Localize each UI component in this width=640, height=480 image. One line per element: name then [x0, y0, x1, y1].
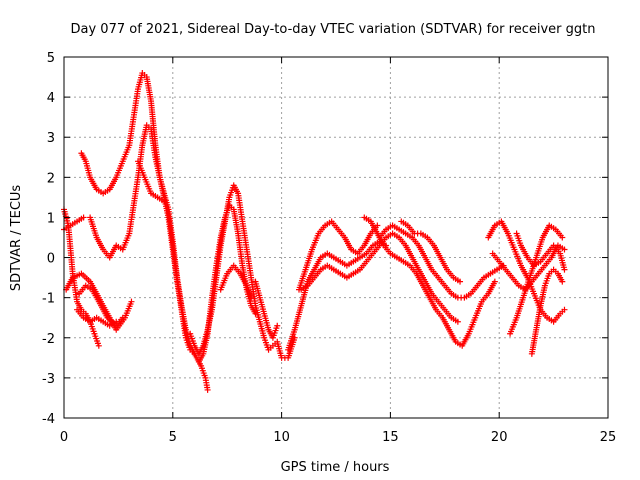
x-tick-label: 20	[491, 430, 508, 445]
data-point	[559, 278, 566, 285]
x-tick-label: 15	[382, 430, 399, 445]
plot-frame	[63, 56, 609, 419]
y-tick-label: 1	[47, 211, 55, 226]
data-point	[491, 278, 498, 285]
data-point	[80, 214, 87, 221]
y-tick-label: -2	[42, 332, 55, 347]
data-point	[559, 234, 566, 241]
data-point	[252, 310, 259, 317]
data-point	[128, 298, 135, 305]
x-tick-label: 25	[600, 430, 617, 445]
data-point	[457, 278, 464, 285]
data-point	[113, 318, 120, 325]
data-point	[248, 294, 255, 301]
data-point	[561, 266, 568, 273]
data-point	[561, 246, 568, 253]
data-point	[561, 306, 568, 313]
data-point	[95, 342, 102, 349]
data-point	[119, 314, 126, 321]
y-tick-label: 5	[47, 51, 55, 66]
data-point	[161, 198, 168, 205]
x-axis-label: GPS time / hours	[281, 460, 390, 475]
data-point	[274, 322, 281, 329]
data-marks	[61, 70, 568, 393]
data-point	[204, 386, 211, 393]
y-tick-label: 3	[47, 131, 55, 146]
data-point	[454, 318, 461, 325]
x-tick-label: 10	[273, 430, 290, 445]
x-tick-label: 5	[169, 430, 177, 445]
y-tick-label: 4	[47, 91, 55, 106]
y-axis-label: SDTVAR / TECUs	[9, 185, 24, 292]
y-tick-label: -3	[42, 372, 55, 387]
chart-title: Day 077 of 2021, Sidereal Day-to-day VTE…	[71, 22, 596, 37]
y-tick-label: -1	[42, 292, 55, 307]
y-tick-label: 2	[47, 171, 55, 186]
axis-ticks: 0 5 10 15 20 25 -4 -3 -2 -1 0 1 2 3 4 5	[42, 51, 616, 445]
y-tick-label: -4	[42, 412, 55, 427]
x-tick-label: 0	[60, 430, 68, 445]
y-tick-label: 0	[47, 252, 55, 267]
